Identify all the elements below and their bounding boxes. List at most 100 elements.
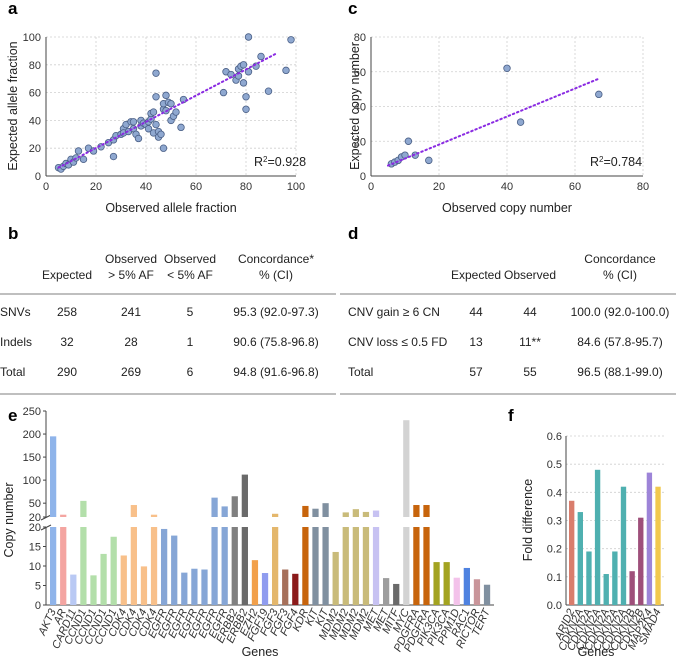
panel-letter-a: a [8, 0, 18, 18]
table_d-header-sub: Expected [451, 268, 501, 282]
panel-a-data-point [79, 155, 88, 164]
panel-e-bar [70, 574, 77, 605]
table_b-cell: 1 [187, 335, 194, 349]
panel-a-data-point [152, 93, 160, 101]
panel-f-ylabel: Fold difference [521, 479, 535, 562]
panel-a-data-point [109, 152, 118, 161]
panel-a-xtick: 100 [287, 181, 305, 193]
panel-a-xtick: 60 [190, 181, 202, 193]
panel-a-xtick: 40 [140, 181, 152, 193]
panel-c-data-point [595, 90, 603, 99]
panel-e-lower-ytick: 5 [35, 581, 41, 593]
table_d-cell: 96.5 (88.1-99.0) [577, 365, 662, 379]
panel-e-bar-upper [403, 420, 410, 517]
table_b-header-sub: % (CI) [259, 268, 293, 282]
panel-e-bar [161, 528, 168, 605]
panel-e-bar-lower [231, 527, 238, 605]
panel-a-data-point [219, 88, 228, 97]
panel-e-bar [383, 578, 390, 605]
panel-f-ytick: 0.3 [547, 516, 562, 528]
panel-a-xlabel: Observed allele fraction [105, 201, 236, 215]
panel-c-r2: R2=0.784 [590, 155, 642, 170]
panel-letter-e: e [8, 406, 17, 425]
panel-c-ytick: 20 [354, 136, 366, 148]
panel-f-bar [594, 469, 601, 605]
panel-e-bar-lower [211, 527, 218, 605]
scatter-panel-c: Observed copy number Expected copy numbe… [348, 32, 649, 215]
panel-e-bar-lower [130, 527, 137, 605]
panel-a-xtick: 80 [240, 181, 252, 193]
panel-letter-b: b [8, 224, 18, 243]
table_b-cell: 290 [57, 365, 77, 379]
table_d-cell: 84.6 (57.8-95.7) [577, 335, 662, 349]
panel-e-upper-ytick: 250 [23, 406, 41, 418]
panel-e-bar-upper [372, 510, 380, 517]
panel-e-axis-break [40, 514, 52, 531]
bar-panel-f: Fold difference Genes 0.0 0.1 0.2 0.3 0.4 0.5… [521, 431, 664, 659]
panel-f-xlabel: Genes [578, 645, 615, 659]
panel-e-bar-lower [221, 527, 228, 605]
panel-e-bar-lower [352, 527, 359, 605]
panel-e-upper-ytick: 200 [23, 429, 41, 441]
panel-e-bar-lower [362, 527, 370, 605]
panel-e-upper-ytick: 20 [29, 512, 41, 524]
panel-f-bar [629, 571, 635, 605]
panel-e-bar-upper [302, 505, 309, 517]
table_b-cell: 90.6 (75.8-96.8) [233, 335, 318, 349]
panel-letter-c: c [348, 0, 357, 18]
panel-c-regression-line [387, 77, 600, 167]
panel-f-bar [586, 551, 592, 605]
panel-c-data-point [516, 118, 525, 126]
panel-e-bar [110, 536, 117, 605]
panel-e-bar-upper [312, 508, 319, 517]
panel-c-xtick: 80 [637, 181, 649, 193]
panel-e-bar-lower [80, 527, 87, 605]
panel-e-bar [282, 569, 289, 605]
table_b-cell: Indels [0, 335, 32, 349]
panel-e-bar [191, 568, 198, 605]
table_b-cell: 6 [187, 365, 194, 379]
panel-c-ylabel: Expected copy number [348, 42, 362, 170]
panel-f-ytick: 0.4 [547, 487, 562, 499]
table_d-cell: 11** [519, 335, 541, 349]
panel-a-ytick: 100 [23, 32, 41, 44]
panel-a-data-point [239, 79, 248, 87]
table_b-cell: 241 [121, 305, 141, 319]
panel-a-data-point [152, 69, 160, 77]
panel-e-bar-upper [211, 497, 218, 517]
panel-e-bar [100, 553, 107, 605]
panel-a-data-point [177, 123, 185, 132]
panel-e-bar-upper [221, 506, 228, 517]
panel-a-data-point [287, 36, 295, 44]
panel-a-xtick: 20 [90, 181, 102, 193]
panel-a-data-point [282, 66, 290, 75]
panel-e-bar-upper [272, 513, 279, 517]
panel-e-bar-upper [362, 511, 370, 517]
panel-e-bar [473, 579, 481, 605]
panel-f-bar [569, 500, 575, 605]
panel-e-ylabel: Copy number [2, 482, 16, 557]
panel-c-xlabel: Observed copy number [442, 201, 572, 215]
panel-c-xtick: 20 [433, 181, 445, 193]
panel-a-ytick: 40 [29, 115, 41, 127]
panel-e-bar [463, 567, 470, 605]
panel-e-bar [251, 560, 259, 605]
panel-a-data-point [152, 120, 160, 129]
panel-f-bar [655, 486, 661, 605]
panel-e-bar-upper [150, 514, 158, 517]
table_d-cell: 55 [523, 365, 537, 379]
panel-e-bar-lower [302, 527, 309, 605]
panel-e-lower-ytick: 15 [29, 542, 41, 554]
concordance-table-snv: Expected Observed > 5% AF Observed < 5% AF Co… [0, 252, 336, 395]
panel-e-bar [393, 583, 400, 605]
panel-e-bar [171, 535, 178, 605]
panel-f-bar [646, 472, 653, 605]
table_d-cell: CNV loss ≤ 0.5 FD [348, 335, 448, 349]
panel-e-lower-ytick: 0 [35, 600, 41, 612]
table_b-header: Observed [105, 252, 157, 266]
panel-e-bar [292, 573, 299, 605]
table_b-cell: SNVs [0, 305, 31, 319]
table_d-cell: 100.0 (92.0-100.0) [571, 305, 670, 319]
